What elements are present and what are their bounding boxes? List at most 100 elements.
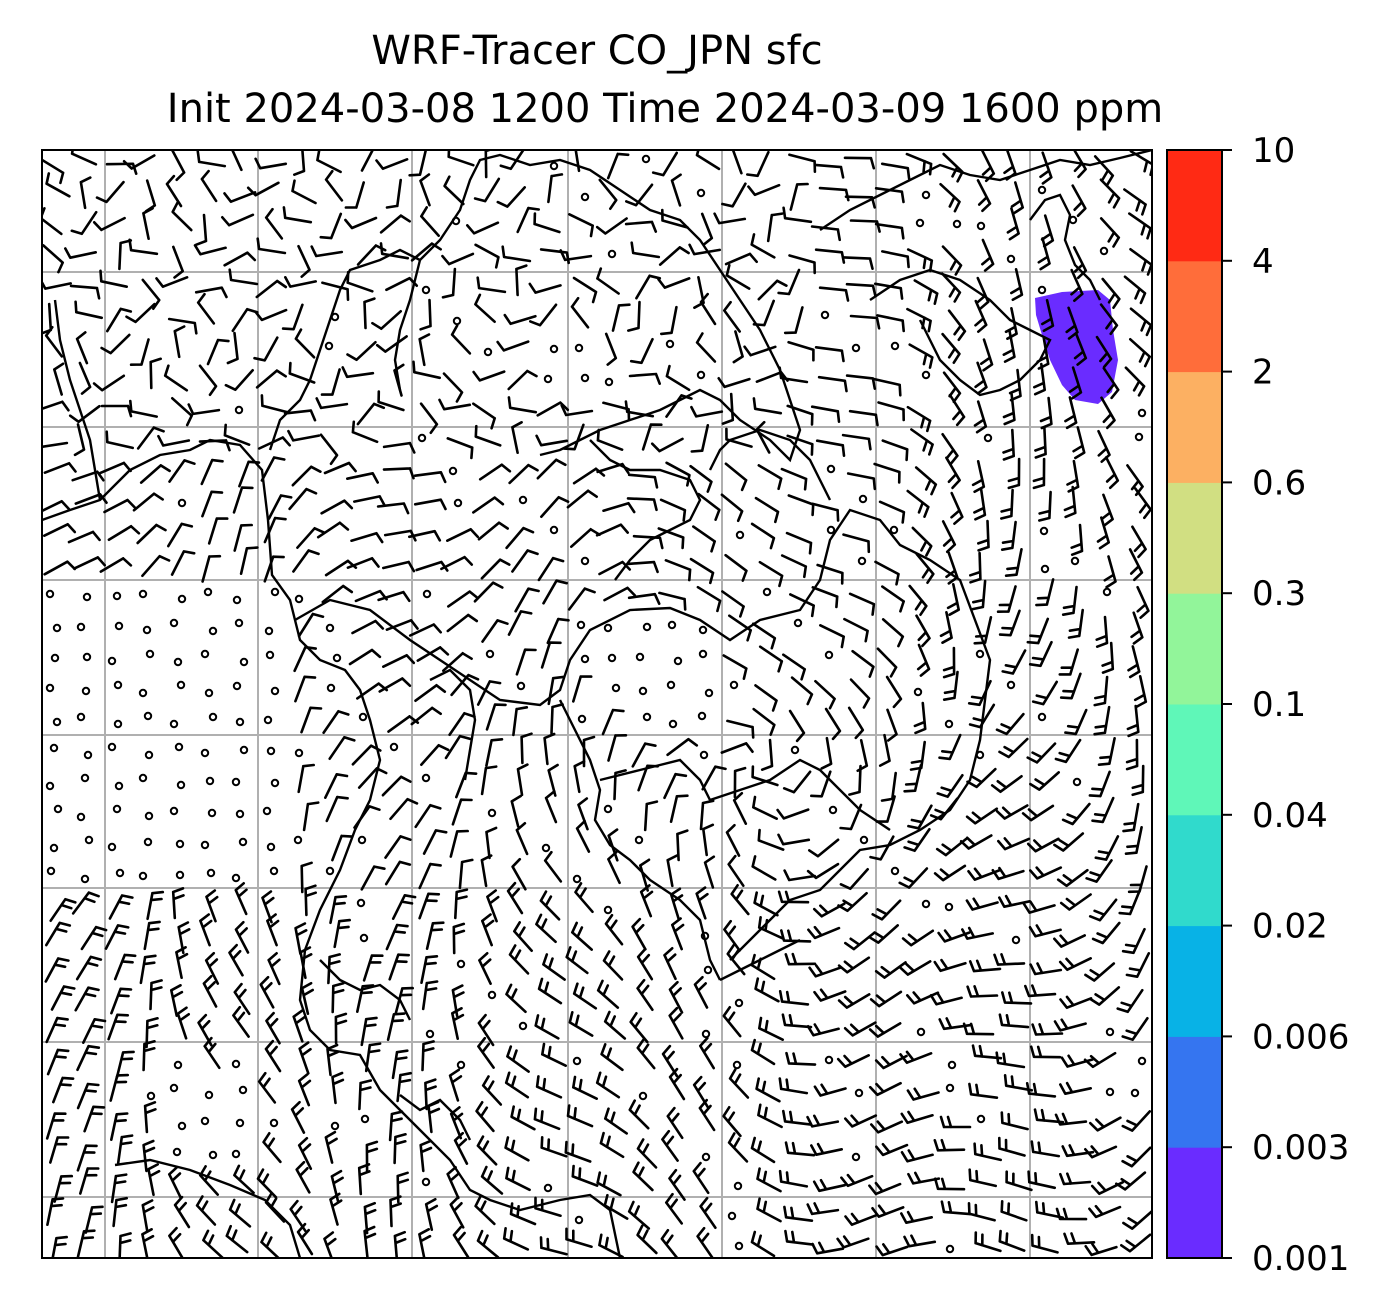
wind-barb	[780, 554, 808, 579]
wind-barb	[607, 734, 628, 762]
wind-barb	[574, 150, 581, 173]
calm-wind-marker	[699, 750, 709, 760]
wind-barb	[473, 581, 504, 603]
wind-barb	[536, 458, 567, 480]
wind-barb	[784, 952, 817, 966]
wind-barb	[341, 366, 375, 379]
wind-barb	[266, 913, 280, 947]
wind-barb	[626, 497, 658, 512]
wind-barb	[356, 402, 386, 426]
wind-barb	[300, 861, 313, 894]
calm-wind-marker	[574, 343, 584, 353]
calm-wind-marker	[572, 1056, 582, 1066]
wind-barb	[559, 249, 593, 262]
wind-barb	[110, 1112, 129, 1141]
wind-barb	[839, 803, 863, 831]
wind-barb	[1064, 396, 1078, 430]
wind-barb	[43, 462, 77, 474]
wind-barb	[136, 523, 167, 545]
wind-barb	[476, 1229, 500, 1258]
wind-barb	[695, 332, 717, 363]
wind-barb	[1121, 927, 1146, 955]
wind-barb	[1053, 832, 1085, 852]
calm-wind-marker	[45, 781, 55, 791]
wind-barb	[693, 975, 709, 1009]
wind-barb	[304, 884, 317, 917]
colorbar-tick-label: 0.6	[1252, 463, 1306, 503]
wind-barb	[720, 742, 754, 754]
colorbar-tick-label: 0.003	[1252, 1128, 1349, 1168]
wind-barb	[819, 624, 845, 649]
wind-barb	[941, 433, 959, 466]
wind-barb	[329, 1192, 343, 1226]
wind-barb	[73, 423, 86, 457]
wind-barb	[76, 1082, 100, 1110]
calm-wind-marker	[698, 625, 708, 635]
wind-barb	[875, 1142, 909, 1157]
wind-barb	[536, 401, 570, 417]
wind-barb	[980, 338, 994, 372]
wind-barb	[837, 993, 871, 1009]
wind-barb	[1104, 456, 1120, 490]
calm-wind-marker	[1137, 1056, 1147, 1066]
wind-barb	[298, 1041, 312, 1075]
wind-barb	[1006, 207, 1020, 241]
wind-barb	[1029, 962, 1063, 976]
wind-barb	[375, 335, 408, 353]
wind-barb	[573, 760, 586, 794]
calm-wind-marker	[665, 339, 675, 349]
calm-wind-marker	[1130, 1088, 1140, 1098]
map-background	[42, 150, 1152, 1258]
calm-wind-marker	[46, 866, 56, 876]
wind-barb	[1038, 490, 1052, 522]
wind-barb	[83, 1105, 106, 1133]
calm-wind-marker	[270, 778, 280, 788]
wind-barb	[1099, 178, 1121, 209]
wind-barb	[688, 243, 722, 256]
colorbar-segment	[1167, 1036, 1222, 1148]
wind-barb	[726, 944, 746, 976]
wind-barb	[959, 834, 993, 850]
wind-barb	[783, 1205, 814, 1222]
wind-barb	[668, 980, 684, 1014]
wind-barb	[1091, 796, 1115, 824]
wind-barb	[420, 955, 439, 984]
wind-barb	[1025, 1082, 1057, 1098]
wind-barb	[998, 1013, 1030, 1029]
wind-barb	[142, 1040, 156, 1072]
calm-wind-marker	[824, 650, 834, 660]
wind-barb	[725, 264, 751, 290]
wind-barb	[757, 464, 783, 491]
wind-barb	[1070, 523, 1084, 556]
wind-barb	[255, 279, 288, 299]
calm-wind-marker	[114, 621, 124, 631]
wind-barb	[195, 1195, 217, 1226]
wind-barb	[540, 1136, 568, 1158]
wind-barb	[420, 206, 440, 237]
wind-barb	[811, 586, 839, 609]
calm-wind-marker	[701, 1029, 711, 1039]
coastline	[708, 428, 832, 501]
wind-barb	[346, 270, 374, 293]
wind-barb	[1067, 608, 1084, 639]
wind-barb	[723, 300, 741, 333]
wind-barb	[868, 1181, 902, 1196]
wind-barb	[666, 854, 679, 888]
wind-barb	[334, 1012, 348, 1045]
wind-barb	[812, 1178, 846, 1193]
wind-barb	[885, 675, 903, 709]
calm-wind-marker	[138, 871, 148, 881]
wind-barb	[1064, 708, 1088, 736]
wind-barb	[76, 1229, 96, 1258]
wind-barb	[315, 397, 349, 410]
wind-barb	[599, 1131, 625, 1159]
wind-barb	[105, 430, 134, 450]
wind-barb	[511, 857, 527, 891]
wind-barb	[365, 1140, 379, 1173]
calm-wind-marker	[975, 750, 985, 760]
wind-barb	[571, 921, 593, 951]
calm-wind-marker	[580, 654, 590, 664]
wind-barb	[300, 706, 323, 734]
wind-barb	[377, 390, 405, 412]
wind-barb	[360, 150, 386, 172]
